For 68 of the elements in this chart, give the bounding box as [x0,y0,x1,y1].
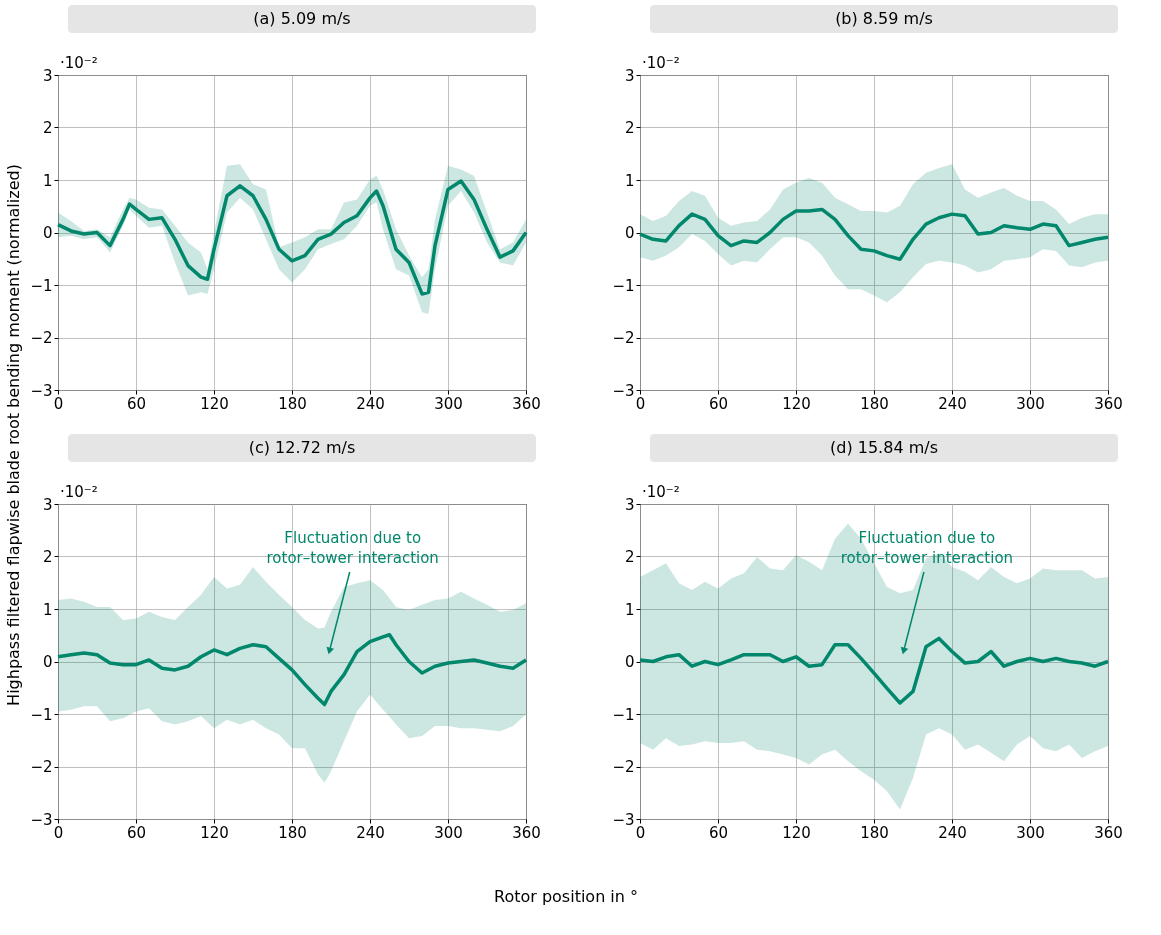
x-tick-label: 240 [356,823,385,842]
text: ·10⁻² [60,483,98,501]
y-tick-label: −3 [612,810,635,829]
y-tick-label: 0 [624,224,635,242]
y-tick-label: 1 [42,171,53,190]
x-tick-label: 120 [782,394,811,413]
line-series [56,179,528,296]
y-tick-label: 2 [42,119,53,137]
line-series [638,636,1110,705]
y-axis-title: Highpass filtered flapwise blade root bending moment (normalized) [4,164,23,706]
x-tick-label: 300 [1016,394,1045,413]
x-tick-label: 360 [512,823,541,842]
y-tick-label: 3 [624,66,635,85]
x-tick-label: 60 [126,394,147,413]
text: ·10⁻² [642,483,680,501]
x-tick-label: 120 [782,823,811,842]
y-tick-label: −3 [30,381,53,400]
x-tick-label: 240 [938,823,967,842]
y-tick-label: 1 [624,600,635,619]
x-tick-label: 180 [278,823,307,842]
annotation: Fluctuation due to rotor–tower interaction [266,528,439,567]
chart-title: (a) 5.09 m/s [253,9,351,28]
y-tick-label: −3 [612,381,635,400]
y-tick-label: −1 [612,276,635,295]
y-tick-label: 2 [624,119,635,137]
x-tick-label: 300 [434,823,463,842]
x-tick-label: 60 [126,823,147,842]
y-tick-label: −1 [30,705,53,724]
y-tick-label: 2 [42,548,53,566]
x-tick-label: 240 [938,394,967,413]
y-tick-label: −1 [30,276,53,295]
x-tick-label: 360 [1094,394,1123,413]
x-tick-label: 180 [278,394,307,413]
x-tick-label: 180 [860,823,889,842]
y-tick-label: −2 [612,758,635,776]
y-tick-label: 0 [42,653,53,671]
y-tick-label: 1 [42,600,53,619]
y-tick-label: −2 [30,329,53,347]
x-tick-label: 360 [512,394,541,413]
x-tick-label: 300 [1016,823,1045,842]
y-tick-label: 0 [624,653,635,671]
y-tick-label: 2 [624,548,635,566]
y-tick-label: −1 [612,705,635,724]
text: ·10⁻² [642,54,680,72]
y-tick-label: −2 [30,758,53,776]
y-tick-label: 3 [624,495,635,514]
x-tick-label: 360 [1094,823,1123,842]
y-tick-label: −2 [612,329,635,347]
x-tick-label: 120 [200,823,229,842]
x-tick-label: 120 [200,394,229,413]
x-tick-label: 60 [708,394,729,413]
x-axis-title: Rotor position in ° [493,887,639,906]
y-tick-label: 3 [42,66,53,85]
chart-title: (d) 15.84 m/s [830,438,938,457]
annotation: Fluctuation due to rotor–tower interaction [840,528,1014,567]
y-tick-label: 3 [42,495,53,514]
line-series [638,207,1110,262]
x-tick-label: 180 [860,394,889,413]
y-tick-label: −3 [30,810,53,829]
chart-title: (c) 12.72 m/s [248,438,356,457]
x-tick-label: 240 [356,394,385,413]
y-tick-label: 1 [624,171,635,190]
line-series [56,632,528,707]
x-tick-label: 60 [708,823,729,842]
x-tick-label: 300 [434,394,463,413]
y-tick-label: 0 [42,224,53,242]
chart-title: (b) 8.59 m/s [835,9,933,28]
text: ·10⁻² [60,54,98,72]
